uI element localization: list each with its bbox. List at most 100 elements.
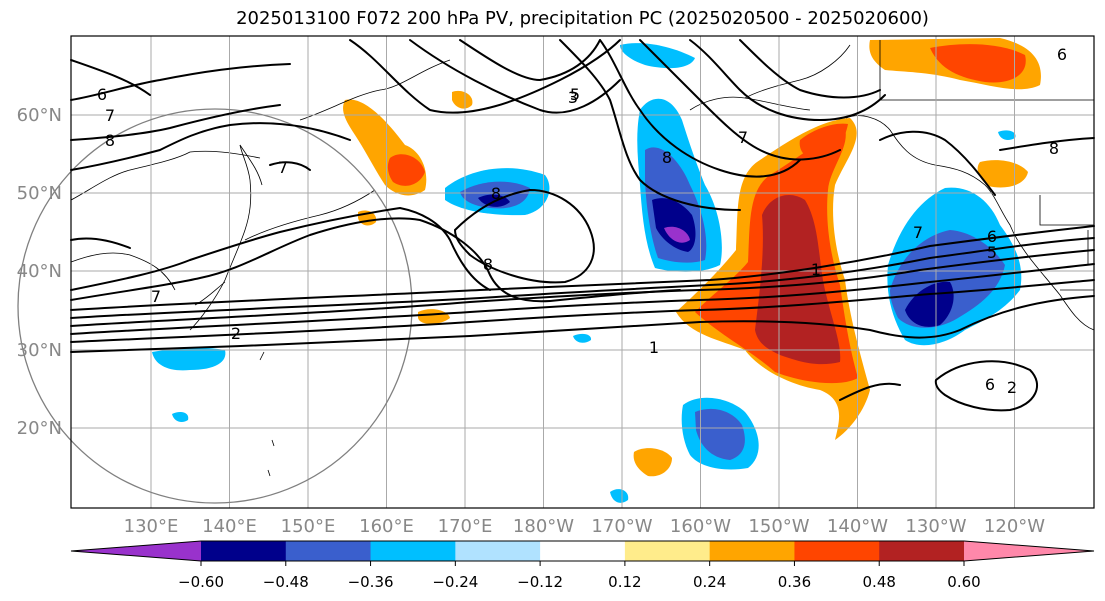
precip-fill-30: [998, 130, 1016, 140]
precip-fill-17: [620, 43, 695, 69]
colorbar-tick-label-5: 0.12: [608, 573, 641, 591]
lon-tick-label-6: 170°W: [591, 516, 652, 537]
contour-label-0: 6: [97, 85, 107, 104]
lon-tick-label-0: 130°E: [124, 516, 179, 537]
colorbar-segment-1: [285, 541, 372, 561]
lon-tick-label-10: 130°W: [905, 516, 966, 537]
colorbar-tick-label-3: −0.24: [432, 573, 478, 591]
colorbar: −0.60 −0.48 −0.36 −0.24 −0.12 0.12 0.24 0.36 0.4…: [70, 540, 1095, 591]
pv-contour-20: [453, 188, 595, 284]
pv-contour-9: [70, 104, 281, 141]
contour-label-11: 7: [151, 287, 161, 306]
colorbar-tick-label-8: 0.48: [863, 573, 896, 591]
colorbar-tick-label-0: −0.60: [178, 573, 224, 591]
contour-label-18: 5: [987, 243, 997, 262]
contour-label-1: 7: [105, 106, 115, 125]
pv-contour-10: [70, 63, 291, 101]
contour-label-7: 8: [483, 255, 493, 274]
colorbar-tick-label-1: −0.48: [263, 573, 309, 591]
lon-tick-label-5: 180°W: [513, 516, 574, 537]
colorbar-segment-0: [201, 541, 287, 561]
colorbar-segment-2: [370, 541, 456, 561]
contour-label-6: 8: [491, 184, 501, 203]
pv-contour-25: [70, 237, 131, 249]
colorbar-tick-label-7: 0.36: [778, 573, 811, 591]
pv-contour-14: [459, 39, 601, 82]
coastline-5: [299, 59, 451, 121]
lat-tick-label-3: 30°N: [17, 340, 62, 361]
pv-contour-24: [839, 382, 901, 401]
coastline-2: [239, 144, 263, 186]
lat-tick-label-4: 20°N: [17, 418, 62, 439]
precip-fill-3: [799, 123, 848, 162]
contour-label-9: 7: [913, 223, 923, 242]
contour-label-20: 8: [662, 148, 672, 167]
pv-contour-12: [349, 39, 621, 114]
precipitation-fills: [152, 38, 1041, 503]
lon-tick-label-1: 140°E: [202, 516, 257, 537]
precip-fill-28: [573, 333, 592, 343]
map-frame: [70, 35, 1095, 509]
coastline-7: [845, 115, 1095, 331]
coastline-4: [70, 150, 261, 201]
coastline-3: [70, 252, 176, 291]
colorbar-tick-label-4: −0.12: [517, 573, 563, 591]
coastline-8: [744, 44, 851, 99]
lat-tick-label-2: 40°N: [17, 261, 62, 282]
pv-contour-22: [999, 137, 1095, 151]
colorbar-segment-4: [540, 541, 626, 561]
map-border: [70, 35, 1095, 509]
colorbar-extend-low: [71, 541, 201, 561]
contour-label-19: 7: [738, 128, 748, 147]
coastline-13: [244, 189, 376, 477]
pv-contour-8: [70, 122, 351, 171]
contour-label-15: 2: [1007, 378, 1017, 397]
colorbar-segment-5: [624, 541, 711, 561]
precip-fill-16: [664, 226, 690, 243]
precip-fill-26: [152, 347, 226, 371]
lon-tick-label-3: 160°E: [359, 516, 414, 537]
contour-label-4: 5: [570, 85, 580, 104]
lon-tick-label-9: 140°W: [827, 516, 888, 537]
lon-tick-label-11: 120°W: [984, 516, 1045, 537]
contour-label-3: 3: [568, 88, 578, 107]
precip-fill-12: [633, 448, 672, 477]
precip-fill-27: [172, 412, 189, 422]
precip-fill-8: [387, 154, 425, 186]
colorbar-extend-high: [964, 541, 1094, 561]
colorbar-segment-3: [455, 541, 541, 561]
pv-contour-19: [739, 39, 881, 99]
contour-label-17: 6: [1057, 45, 1067, 64]
colorbar-tick-label-2: −0.36: [348, 573, 394, 591]
chart-title: 2025013100 F072 200 hPa PV, precipitatio…: [236, 8, 929, 29]
pv-contour-17: [639, 39, 841, 161]
pv-contour-26: [269, 161, 311, 171]
colorbar-segment-7: [794, 541, 880, 561]
colorbar-segment-6: [709, 541, 795, 561]
lat-tick-label-0: 60°N: [17, 105, 62, 126]
axis-tick-labels: 130°E 140°E 150°E 160°E 170°E 180°W 170°W 160°W…: [17, 105, 1046, 537]
lon-tick-label-2: 150°E: [281, 516, 336, 537]
colorbar-tick-label-9: 0.60: [947, 573, 980, 591]
pv-contour-21: [879, 130, 996, 196]
contour-label-16: 6: [985, 375, 995, 394]
pv-contour-18: [689, 39, 886, 122]
pv-contour-2: [70, 225, 1095, 311]
pv-contour-5: [70, 295, 1095, 353]
pv-contour-3: [70, 263, 1095, 335]
pv-contour-1: [70, 237, 1095, 319]
precip-fill-11: [418, 309, 450, 324]
precip-fill-29: [610, 489, 629, 503]
coastline-0: [189, 144, 252, 331]
pv-contour-16: [599, 39, 801, 178]
contour-label-8: 6: [987, 227, 997, 246]
lon-tick-label-8: 150°W: [748, 516, 809, 537]
pv-contour-6: [70, 217, 681, 303]
precip-fill-25: [695, 408, 745, 460]
precip-fill-9: [452, 90, 473, 109]
pv-contour-15: [559, 39, 741, 211]
pv-contour-7: [70, 206, 491, 291]
contour-label-12: 2: [231, 324, 241, 343]
precip-fill-5: [930, 44, 1026, 83]
